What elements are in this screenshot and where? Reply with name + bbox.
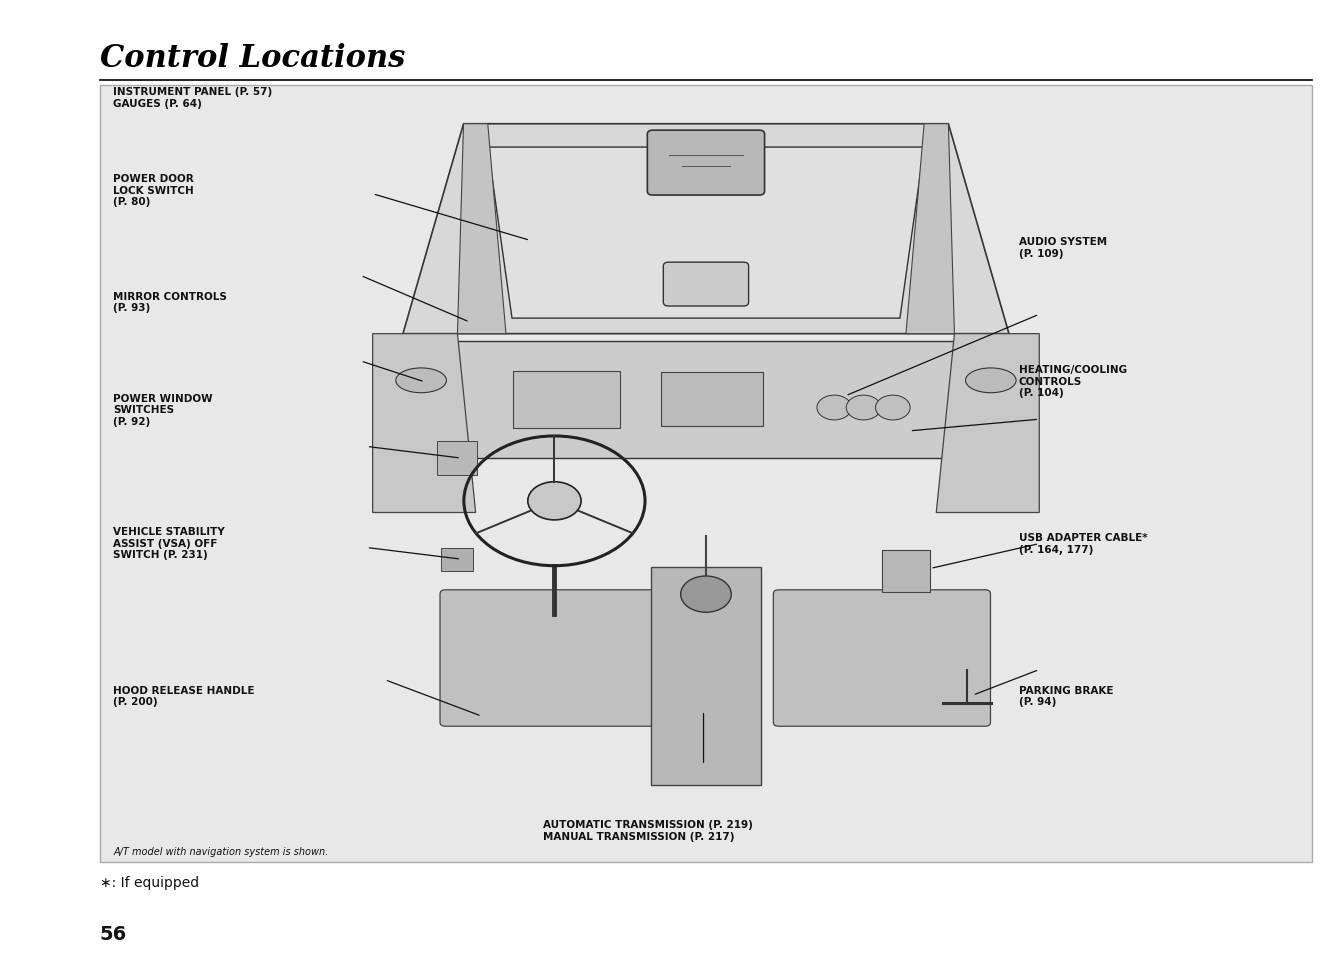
Polygon shape: [457, 125, 506, 335]
Text: HEATING/COOLING
CONTROLS
(P. 104): HEATING/COOLING CONTROLS (P. 104): [1019, 365, 1127, 397]
Text: ∗: If equipped: ∗: If equipped: [100, 875, 198, 889]
Text: POWER WINDOW
SWITCHES
(P. 92): POWER WINDOW SWITCHES (P. 92): [113, 394, 213, 426]
Text: HOOD RELEASE HANDLE
(P. 200): HOOD RELEASE HANDLE (P. 200): [113, 685, 254, 706]
Circle shape: [681, 577, 731, 613]
FancyBboxPatch shape: [437, 441, 477, 476]
Text: INSTRUMENT PANEL (P. 57)
GAUGES (P. 64): INSTRUMENT PANEL (P. 57) GAUGES (P. 64): [113, 88, 273, 109]
Text: AUTOMATIC TRANSMISSION (P. 219)
MANUAL TRANSMISSION (P. 217): AUTOMATIC TRANSMISSION (P. 219) MANUAL T…: [543, 820, 754, 841]
Polygon shape: [906, 125, 955, 335]
Text: PARKING BRAKE
(P. 94): PARKING BRAKE (P. 94): [1019, 685, 1114, 706]
Text: VEHICLE STABILITY
ASSIST (VSA) OFF
SWITCH (P. 231): VEHICLE STABILITY ASSIST (VSA) OFF SWITC…: [113, 527, 225, 559]
Ellipse shape: [966, 369, 1016, 394]
Polygon shape: [488, 148, 924, 319]
Polygon shape: [373, 335, 476, 513]
Circle shape: [817, 395, 851, 420]
Bar: [416, 342, 996, 458]
Circle shape: [875, 395, 910, 420]
Text: USB ADAPTER CABLE*
(P. 164, 177): USB ADAPTER CABLE* (P. 164, 177): [1019, 533, 1148, 554]
Text: 56: 56: [100, 924, 127, 943]
Polygon shape: [402, 125, 1010, 335]
FancyBboxPatch shape: [647, 132, 765, 196]
Text: AUDIO SYSTEM
(P. 109): AUDIO SYSTEM (P. 109): [1019, 237, 1107, 258]
Text: POWER DOOR
LOCK SWITCH
(P. 80): POWER DOOR LOCK SWITCH (P. 80): [113, 174, 194, 207]
FancyBboxPatch shape: [882, 550, 930, 592]
Text: MIRROR CONTROLS
(P. 93): MIRROR CONTROLS (P. 93): [113, 292, 226, 313]
FancyBboxPatch shape: [513, 372, 619, 429]
Bar: [651, 567, 761, 785]
Text: Control Locations: Control Locations: [100, 43, 405, 73]
FancyBboxPatch shape: [663, 263, 749, 307]
Circle shape: [527, 482, 581, 520]
Ellipse shape: [396, 369, 446, 394]
Circle shape: [846, 395, 880, 420]
FancyBboxPatch shape: [662, 373, 763, 426]
FancyBboxPatch shape: [100, 86, 1312, 862]
Polygon shape: [936, 335, 1039, 513]
FancyBboxPatch shape: [774, 590, 991, 726]
FancyBboxPatch shape: [441, 548, 473, 571]
Text: A/T model with navigation system is shown.: A/T model with navigation system is show…: [113, 846, 329, 856]
FancyBboxPatch shape: [440, 590, 657, 726]
